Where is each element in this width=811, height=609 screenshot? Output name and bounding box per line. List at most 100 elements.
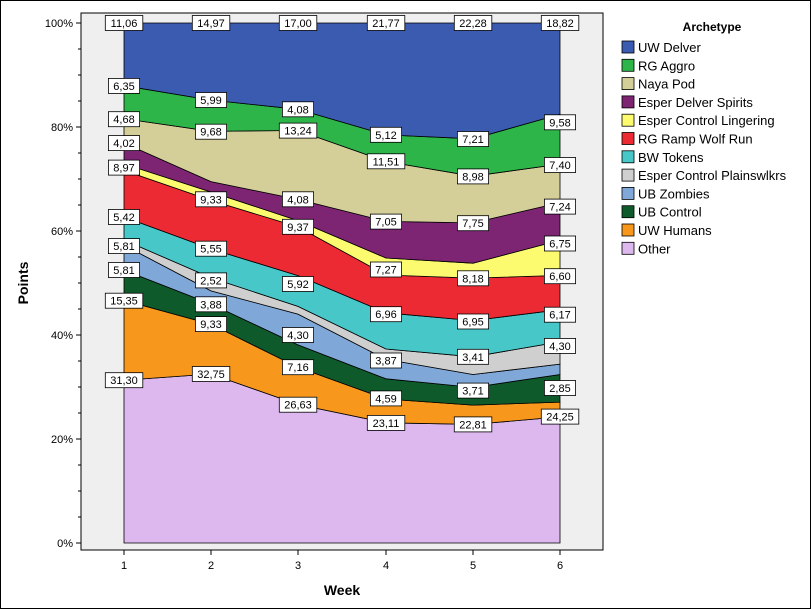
legend-label: UB Control <box>638 205 702 220</box>
legend-swatch <box>621 40 635 54</box>
data-label-text: 11,51 <box>373 156 400 168</box>
data-label: 2,85 <box>544 380 577 396</box>
data-label-text: 4,68 <box>113 114 134 126</box>
legend-swatch <box>621 241 635 255</box>
data-label-box <box>194 123 227 140</box>
x-tick-label: 2 <box>208 560 214 572</box>
data-label: 8,18 <box>456 270 489 287</box>
data-label-box <box>369 306 402 323</box>
data-label-box <box>544 380 577 396</box>
data-label-box <box>544 157 577 173</box>
data-label-box <box>456 348 489 365</box>
data-label: 26,63 <box>278 396 318 413</box>
data-label: 7,40 <box>544 157 577 173</box>
data-label-box <box>456 131 489 147</box>
data-label-box <box>544 198 577 215</box>
data-label: 32,75 <box>191 366 231 382</box>
data-label-box <box>278 396 318 413</box>
legend-swatch <box>621 132 635 145</box>
data-label: 5,55 <box>194 240 227 257</box>
data-label: 6,35 <box>108 78 141 94</box>
y-tick-label: 60% <box>51 226 73 238</box>
data-label: 4,30 <box>281 327 314 343</box>
data-label-box <box>366 153 406 170</box>
data-label-text: 4,59 <box>375 393 396 405</box>
data-label-text: 9,33 <box>200 319 221 331</box>
data-label: 14,97 <box>191 15 231 31</box>
data-label-text: 3,87 <box>375 355 396 367</box>
data-label-box <box>191 366 231 382</box>
data-label-box <box>544 114 577 131</box>
data-label: 23,11 <box>366 414 406 431</box>
data-label-text: 18,82 <box>546 18 574 30</box>
data-label: 4,59 <box>369 390 402 407</box>
data-label-box <box>194 191 227 208</box>
legend-label: Esper Control Plainswlkrs <box>638 168 787 183</box>
data-label-box <box>544 235 577 252</box>
data-label-text: 5,42 <box>113 212 134 224</box>
legend-swatch <box>621 223 635 237</box>
data-label-box <box>108 209 141 225</box>
data-label-box <box>281 191 314 208</box>
data-label-box <box>104 292 144 309</box>
legend-swatch <box>621 168 635 182</box>
data-label: 22,28 <box>453 15 493 31</box>
data-label-text: 2,52 <box>200 275 221 287</box>
data-label: 9,33 <box>194 191 227 208</box>
data-label-text: 24,25 <box>546 412 574 424</box>
data-label: 18,82 <box>540 15 580 31</box>
data-label-text: 7,27 <box>375 264 396 276</box>
legend: Archetype UW Delver RG Aggro Naya Pod Esper… <box>621 20 787 256</box>
data-label-text: 6,17 <box>549 310 570 322</box>
legend-swatch <box>621 95 635 109</box>
data-label-box <box>540 15 580 31</box>
data-label-box <box>108 78 141 94</box>
data-label-text: 17,00 <box>284 18 312 30</box>
data-label-text: 6,75 <box>549 238 570 250</box>
legend-label: Esper Delver Spirits <box>638 95 753 110</box>
data-label-box <box>456 168 489 185</box>
data-label: 21,77 <box>366 15 406 31</box>
data-label-box <box>194 316 227 333</box>
data-label: 7,21 <box>456 131 489 147</box>
data-label-box <box>108 135 141 152</box>
data-label-text: 13,24 <box>284 126 312 138</box>
data-label: 7,27 <box>369 261 402 278</box>
data-label: 6,17 <box>544 306 577 323</box>
data-label-text: 7,75 <box>462 218 483 230</box>
data-label-text: 5,92 <box>287 279 308 291</box>
data-label-box <box>104 15 144 31</box>
data-label-box <box>369 261 402 278</box>
y-tick-label: 40% <box>51 330 73 342</box>
legend-swatch <box>621 113 635 127</box>
data-label-box <box>278 15 318 31</box>
data-label-box <box>104 372 144 389</box>
data-label-text: 7,16 <box>287 362 308 374</box>
data-label-text: 11,06 <box>111 18 138 30</box>
data-label: 8,97 <box>108 159 141 176</box>
data-label: 6,60 <box>544 268 577 285</box>
x-tick-label: 5 <box>470 560 476 572</box>
data-label: 22,81 <box>453 416 493 433</box>
data-label-text: 2,85 <box>549 383 570 395</box>
data-label: 7,16 <box>281 359 314 376</box>
data-label: 5,42 <box>108 209 141 225</box>
data-label-text: 3,41 <box>462 352 483 364</box>
data-label-box <box>278 122 318 139</box>
data-label: 13,24 <box>278 122 318 139</box>
y-tick-label: 100% <box>45 18 73 30</box>
x-axis-title: Week <box>324 582 361 598</box>
x-tick-label: 1 <box>121 560 127 572</box>
data-label-box <box>456 382 489 399</box>
data-label-text: 9,33 <box>200 194 221 206</box>
data-label-text: 31,30 <box>110 375 138 387</box>
data-label: 11,06 <box>104 15 144 31</box>
legend-label: UW Delver <box>638 40 702 55</box>
y-tick-label: 80% <box>51 122 73 134</box>
data-label-box <box>540 408 580 425</box>
data-label-text: 5,99 <box>200 95 221 107</box>
x-tick-label: 3 <box>295 560 301 572</box>
y-axis-title: Points <box>15 261 31 304</box>
data-label-box <box>544 306 577 323</box>
